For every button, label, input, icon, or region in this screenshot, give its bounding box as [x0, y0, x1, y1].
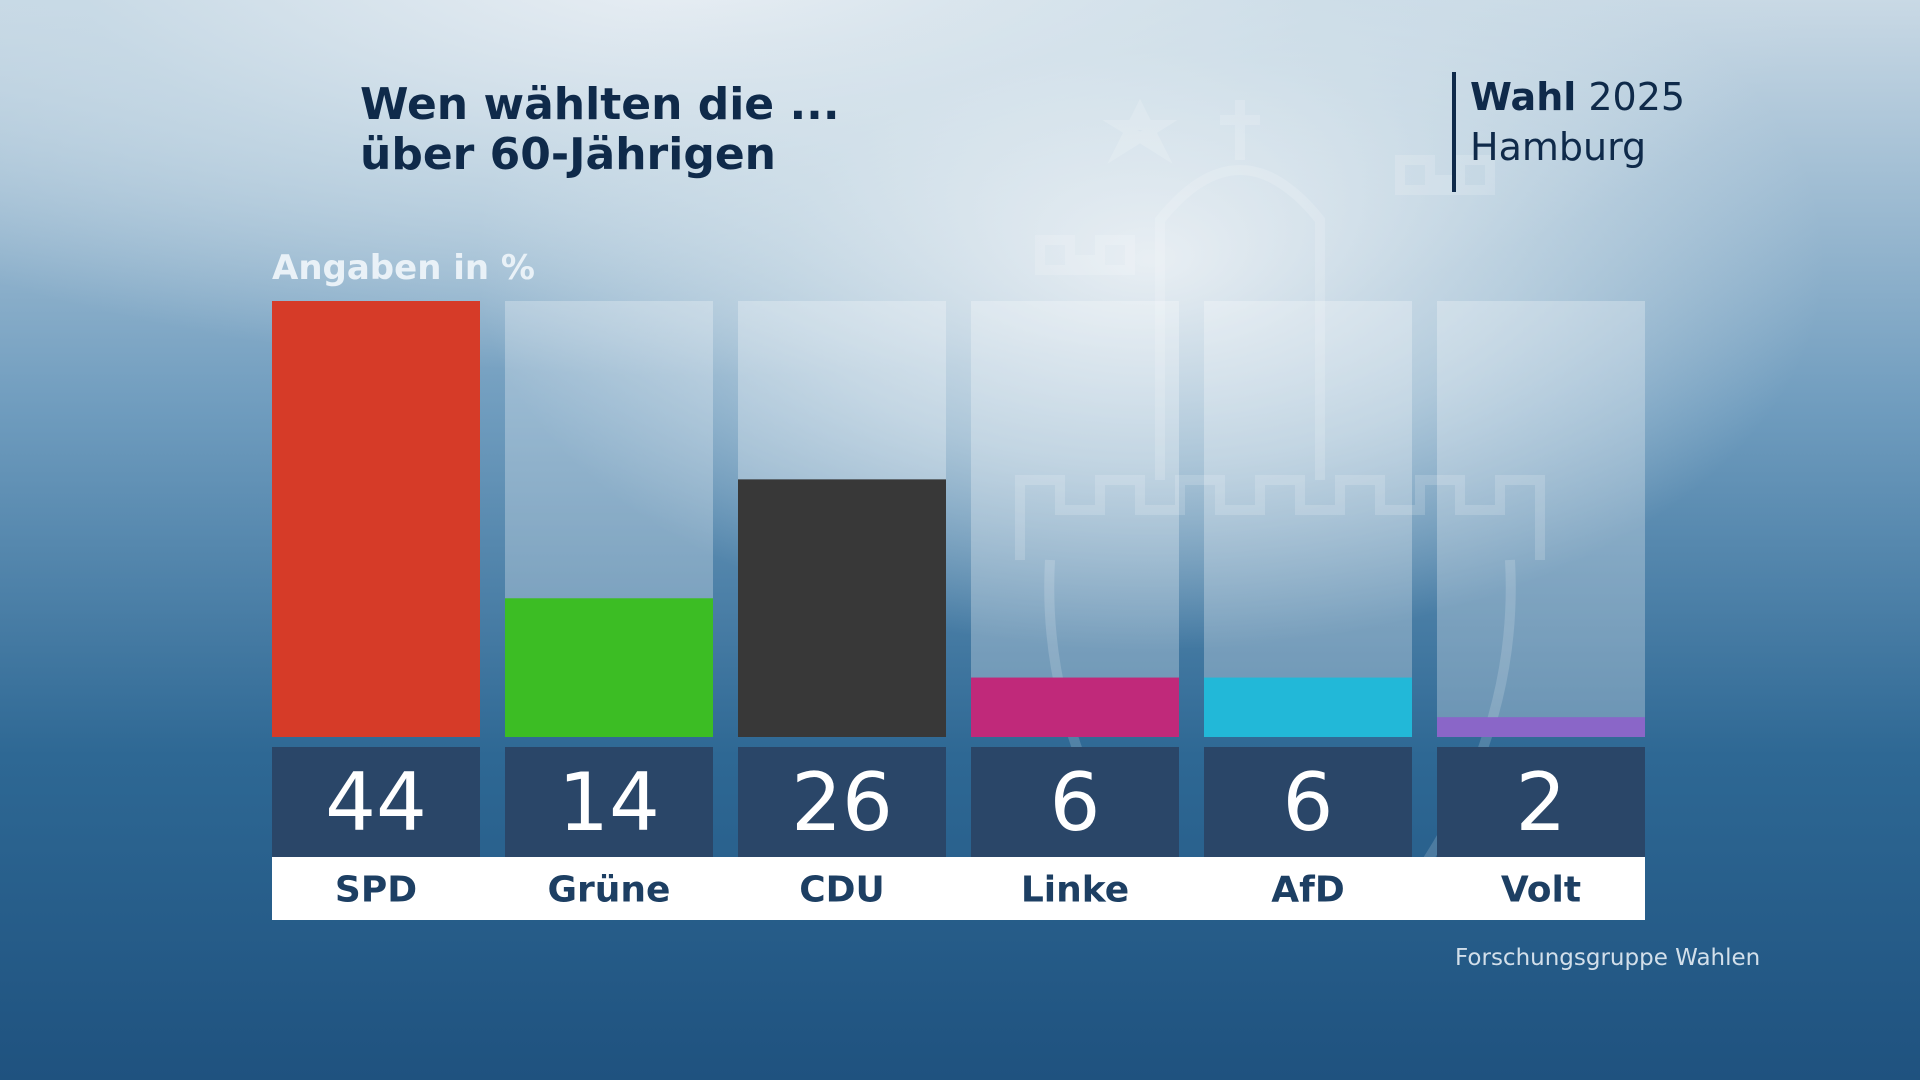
- value-label-spd: 44: [325, 756, 427, 849]
- value-box-cdu: [738, 747, 946, 857]
- chart-title: Wen wählten die ... über 60-Jährigen: [360, 80, 840, 180]
- value-label-volt: 2: [1516, 756, 1567, 849]
- bar-track-afd: [1204, 301, 1412, 737]
- bar-volt: [1437, 717, 1645, 737]
- category-label-spd: SPD: [335, 870, 417, 911]
- category-label-gr-ne: Grüne: [548, 870, 671, 911]
- bar-afd: [1204, 677, 1412, 737]
- brand-year: 2025: [1588, 75, 1686, 119]
- bar-track-linke: [971, 301, 1179, 737]
- bar-cdu: [738, 479, 946, 737]
- value-label-gr-ne: 14: [558, 756, 660, 849]
- category-label-linke: Linke: [1021, 870, 1129, 911]
- value-box-linke: [971, 747, 1179, 857]
- bar-spd: [272, 301, 480, 737]
- election-brand: Wahl 2025 Hamburg: [1452, 72, 1685, 192]
- category-label-cdu: CDU: [799, 870, 885, 911]
- bar-track-volt: [1437, 301, 1645, 737]
- value-box-volt: [1437, 747, 1645, 857]
- chart-title-line-2: über 60-Jährigen: [360, 129, 777, 180]
- unit-label: Angaben in %: [272, 248, 536, 288]
- value-label-linke: 6: [1050, 756, 1101, 849]
- source-credit: Forschungsgruppe Wahlen: [1455, 945, 1761, 971]
- bar-gr-ne: [505, 598, 713, 737]
- value-box-gr-ne: [505, 747, 713, 857]
- value-label-afd: 6: [1283, 756, 1334, 849]
- label-strip: [272, 857, 1645, 920]
- chart-title-line-1: Wen wählten die ...: [360, 79, 840, 130]
- brand-wahl: Wahl: [1470, 75, 1577, 119]
- bar-linke: [971, 677, 1179, 737]
- value-label-cdu: 26: [791, 756, 893, 849]
- category-label-volt: Volt: [1501, 870, 1581, 911]
- value-box-afd: [1204, 747, 1412, 857]
- category-label-afd: AfD: [1271, 870, 1344, 911]
- value-box-spd: [272, 747, 480, 857]
- brand-region: Hamburg: [1470, 125, 1647, 169]
